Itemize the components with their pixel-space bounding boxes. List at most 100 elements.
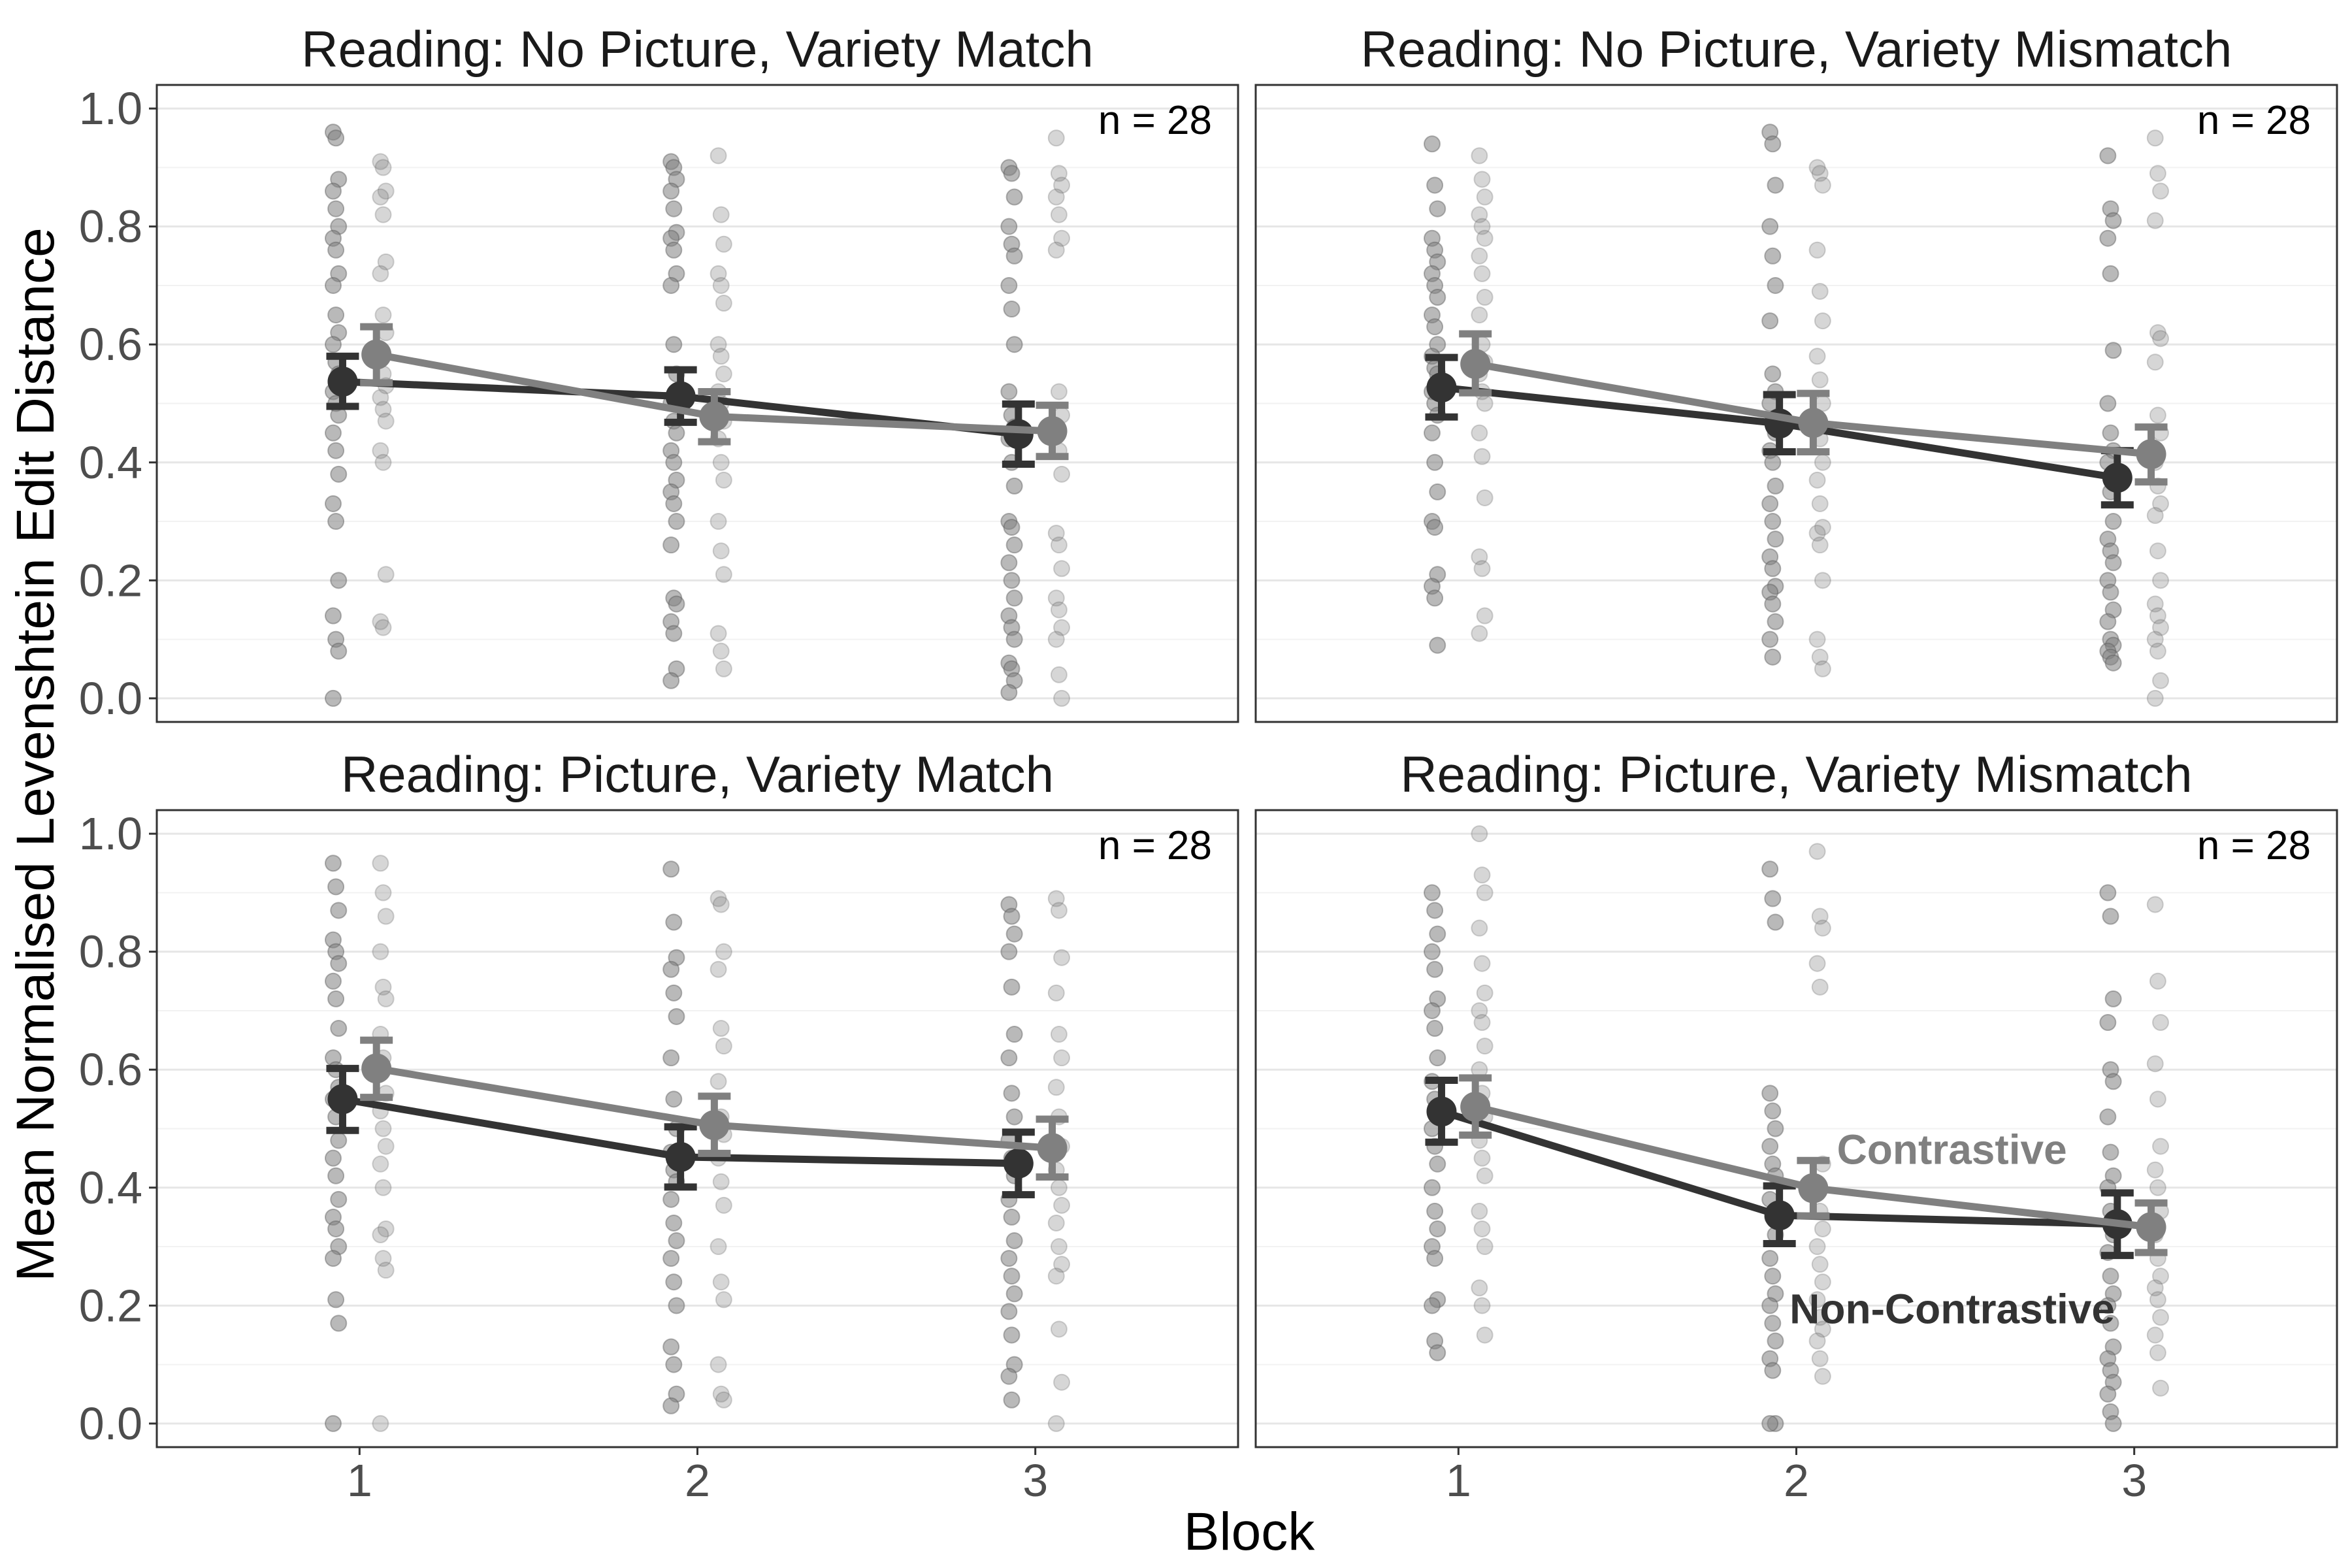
participant-point	[1000, 383, 1018, 400]
participant-point	[1047, 1267, 1065, 1285]
participant-point	[372, 442, 389, 459]
mean-point-contrastive	[1037, 416, 1068, 446]
participant-point	[662, 1397, 680, 1414]
participant-point	[1047, 525, 1065, 542]
participant-point	[665, 1273, 683, 1291]
y-tick-label: 0.2	[79, 1280, 142, 1331]
n-label: n = 28	[1098, 98, 1212, 143]
participant-point	[1003, 1267, 1021, 1285]
participant-point	[1053, 176, 1071, 194]
participant-point	[2149, 642, 2166, 660]
y-tick-label: 0.8	[79, 926, 142, 977]
participant-point	[1473, 448, 1491, 465]
participant-point	[1808, 241, 1826, 259]
participant-point	[1429, 289, 1446, 306]
participant-point	[1000, 683, 1018, 701]
participant-point	[1808, 525, 1826, 542]
participant-point	[710, 960, 727, 978]
participant-point	[1808, 1332, 1826, 1350]
participant-point	[1053, 465, 1071, 483]
participant-point	[2149, 542, 2166, 560]
participant-point	[1003, 1326, 1021, 1344]
participant-point	[662, 960, 680, 978]
participant-point	[1767, 531, 1784, 548]
participant-point	[2102, 1143, 2119, 1161]
participant-point	[1811, 648, 1829, 666]
participant-point	[1426, 960, 1444, 978]
participant-point	[715, 295, 732, 312]
participant-point	[1005, 536, 1023, 554]
participant-point	[1811, 1309, 1829, 1326]
x-tick-label: 3	[2121, 1455, 2147, 1506]
participant-point	[1473, 1149, 1491, 1167]
y-tick-label: 0.0	[79, 673, 142, 724]
participant-point	[2146, 1055, 2164, 1073]
participant-point	[1476, 884, 1494, 902]
participant-point	[1005, 1108, 1023, 1126]
participant-point	[2149, 1291, 2166, 1309]
participant-point	[1814, 519, 1831, 536]
participant-point	[374, 206, 392, 223]
participant-point	[1761, 860, 1779, 878]
participant-point	[1047, 984, 1065, 1002]
participant-point	[1476, 1037, 1494, 1055]
participant-point	[2146, 129, 2164, 147]
participant-point	[2152, 1309, 2170, 1326]
participant-point	[2152, 495, 2170, 512]
participant-point	[2149, 1344, 2166, 1362]
panel-2: Reading: No Picture, Variety Mismatch n =…	[1254, 20, 2338, 723]
participant-point	[330, 1132, 348, 1149]
participant-point	[2146, 896, 2164, 913]
participant-point	[1764, 1362, 1782, 1379]
participant-point	[2099, 613, 2117, 630]
mean-point-contrastive	[1460, 349, 1491, 380]
participant-point	[330, 572, 348, 589]
participant-point	[1429, 636, 1446, 654]
participant-point	[374, 1179, 392, 1196]
participant-point	[665, 1090, 683, 1108]
participant-point	[2146, 1279, 2164, 1297]
participant-point	[1476, 489, 1494, 506]
y-tick-label: 1.0	[79, 83, 142, 134]
participant-point	[1471, 1002, 1488, 1019]
participant-point	[712, 642, 730, 660]
participant-point	[377, 253, 395, 270]
participant-point	[2146, 630, 2164, 648]
participant-point	[1471, 424, 1488, 442]
mean-point-non-contrastive	[1003, 1148, 1034, 1179]
participant-point	[377, 907, 395, 925]
mean-point-contrastive	[699, 401, 730, 432]
participant-point	[2146, 507, 2164, 525]
panel-border	[1254, 84, 2338, 723]
participant-point	[1053, 1373, 1071, 1391]
participant-point	[372, 188, 389, 206]
participant-point	[1473, 171, 1491, 188]
participant-point	[1053, 1049, 1071, 1067]
participant-point	[665, 200, 683, 218]
participant-point	[327, 878, 345, 896]
y-tick-label: 1.0	[79, 808, 142, 859]
participant-point	[712, 1385, 730, 1403]
participant-point	[1053, 229, 1071, 247]
panel-3: Reading: Picture, Variety Match n = 28 0.0…	[79, 745, 1239, 1506]
participant-point	[662, 1190, 680, 1208]
participant-point	[324, 1250, 342, 1267]
participant-point	[1764, 247, 1782, 265]
participant-point	[374, 1250, 392, 1267]
participant-point	[1000, 1367, 1018, 1385]
participant-point	[1764, 365, 1782, 383]
participant-point	[330, 1190, 348, 1208]
participant-point	[2149, 165, 2166, 182]
participant-point	[662, 276, 680, 294]
participant-point	[710, 1073, 727, 1090]
participant-point	[327, 1220, 345, 1237]
participant-point	[710, 625, 727, 642]
panel-title: Reading: Picture, Variety Match	[341, 745, 1054, 803]
mean-point-non-contrastive	[665, 381, 696, 412]
participant-point	[1476, 1326, 1494, 1344]
participant-point	[1764, 595, 1782, 613]
participant-point	[1047, 188, 1065, 206]
participant-point	[1471, 206, 1488, 223]
participant-point	[2102, 907, 2119, 925]
y-axis-title: Mean Normalised Levenshtein Edit Distanc…	[6, 227, 65, 1282]
